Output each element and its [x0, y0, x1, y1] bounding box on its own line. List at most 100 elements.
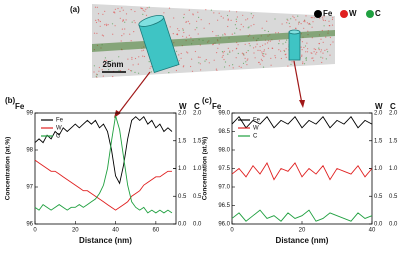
atom	[99, 20, 101, 23]
atom	[262, 66, 265, 68]
atom	[257, 49, 259, 52]
atom	[265, 53, 267, 55]
atom	[232, 67, 234, 69]
atom	[98, 20, 100, 22]
x-tick-label: 0	[230, 228, 234, 234]
atom	[203, 27, 205, 29]
atom	[217, 47, 219, 49]
legend-label: C	[375, 9, 381, 18]
atom	[248, 26, 250, 28]
atom	[137, 63, 139, 65]
atom	[132, 64, 134, 66]
atom	[149, 67, 151, 69]
atom	[111, 23, 114, 25]
y-tick-label: 0.5	[389, 194, 398, 200]
atom	[192, 13, 194, 15]
atom	[223, 50, 225, 53]
atom	[313, 60, 315, 62]
atom	[305, 59, 307, 61]
atom	[262, 44, 264, 46]
atom	[187, 20, 189, 22]
atom	[236, 16, 238, 18]
atom	[215, 68, 217, 70]
atom	[261, 51, 263, 53]
y-axis-label: Concentration (at.%)	[202, 137, 209, 201]
atom	[252, 15, 255, 17]
atom	[301, 54, 303, 56]
atom	[246, 59, 248, 61]
atom	[311, 57, 313, 59]
atom	[270, 57, 272, 60]
atom	[114, 12, 116, 14]
atom	[104, 57, 106, 59]
atom	[252, 17, 254, 19]
atom	[235, 20, 238, 23]
atom	[141, 8, 144, 10]
atom	[93, 71, 95, 73]
y-tick-label: 0.5	[374, 194, 383, 200]
atom	[267, 47, 269, 50]
atom	[307, 30, 309, 32]
atom	[264, 29, 266, 32]
atom	[245, 51, 247, 54]
atom	[131, 21, 133, 23]
atom	[271, 47, 273, 49]
legend-label: C	[253, 134, 258, 140]
atom	[232, 64, 234, 66]
atom	[303, 63, 306, 65]
atom	[183, 65, 185, 67]
y-tick-label: 2.0	[193, 111, 202, 117]
atom	[191, 58, 193, 60]
atom	[119, 70, 122, 72]
x-axis-label: Distance (nm)	[276, 236, 329, 245]
atom	[250, 13, 252, 15]
atom	[222, 52, 224, 54]
atom	[253, 52, 255, 54]
atom	[263, 53, 265, 55]
atom	[210, 9, 212, 11]
atom	[318, 43, 320, 45]
atom	[124, 28, 126, 30]
atom	[303, 46, 305, 49]
atom	[113, 11, 115, 13]
atom	[150, 66, 152, 68]
atom	[235, 57, 237, 59]
atom	[243, 54, 245, 56]
atom	[169, 26, 171, 28]
atom	[196, 20, 198, 22]
atom	[197, 11, 199, 13]
atom	[172, 33, 174, 35]
atom	[318, 49, 320, 51]
x-tick-label: 40	[112, 228, 119, 234]
atom	[312, 21, 314, 23]
atom	[134, 22, 136, 24]
atom	[108, 69, 110, 71]
atom	[120, 40, 122, 42]
atom	[127, 58, 129, 60]
atom	[232, 50, 234, 52]
atom	[200, 19, 202, 21]
atom	[300, 46, 302, 48]
legend-dot	[340, 10, 348, 18]
atom	[112, 33, 114, 35]
atom	[180, 57, 182, 59]
atom	[101, 34, 103, 36]
atom	[247, 50, 249, 52]
panel-a: 25nm (a) Fe W C	[70, 4, 381, 118]
atom	[236, 27, 238, 29]
atom	[231, 33, 233, 35]
atom	[222, 54, 224, 57]
atom	[148, 6, 150, 8]
atom	[182, 66, 184, 68]
atom	[324, 19, 326, 22]
atom	[281, 23, 283, 25]
atom	[185, 36, 188, 38]
atom	[145, 14, 148, 16]
atom	[325, 58, 327, 60]
atom	[295, 19, 297, 21]
atom	[111, 59, 113, 62]
atom	[278, 43, 280, 45]
chart: 0 20 40 60 96 97 98 99 0.0 0.5 1.0 1.5 2.0 0.0 0.5 1.0 1…	[5, 96, 202, 245]
y2-axis-title: W	[375, 102, 383, 111]
atom	[178, 30, 180, 32]
